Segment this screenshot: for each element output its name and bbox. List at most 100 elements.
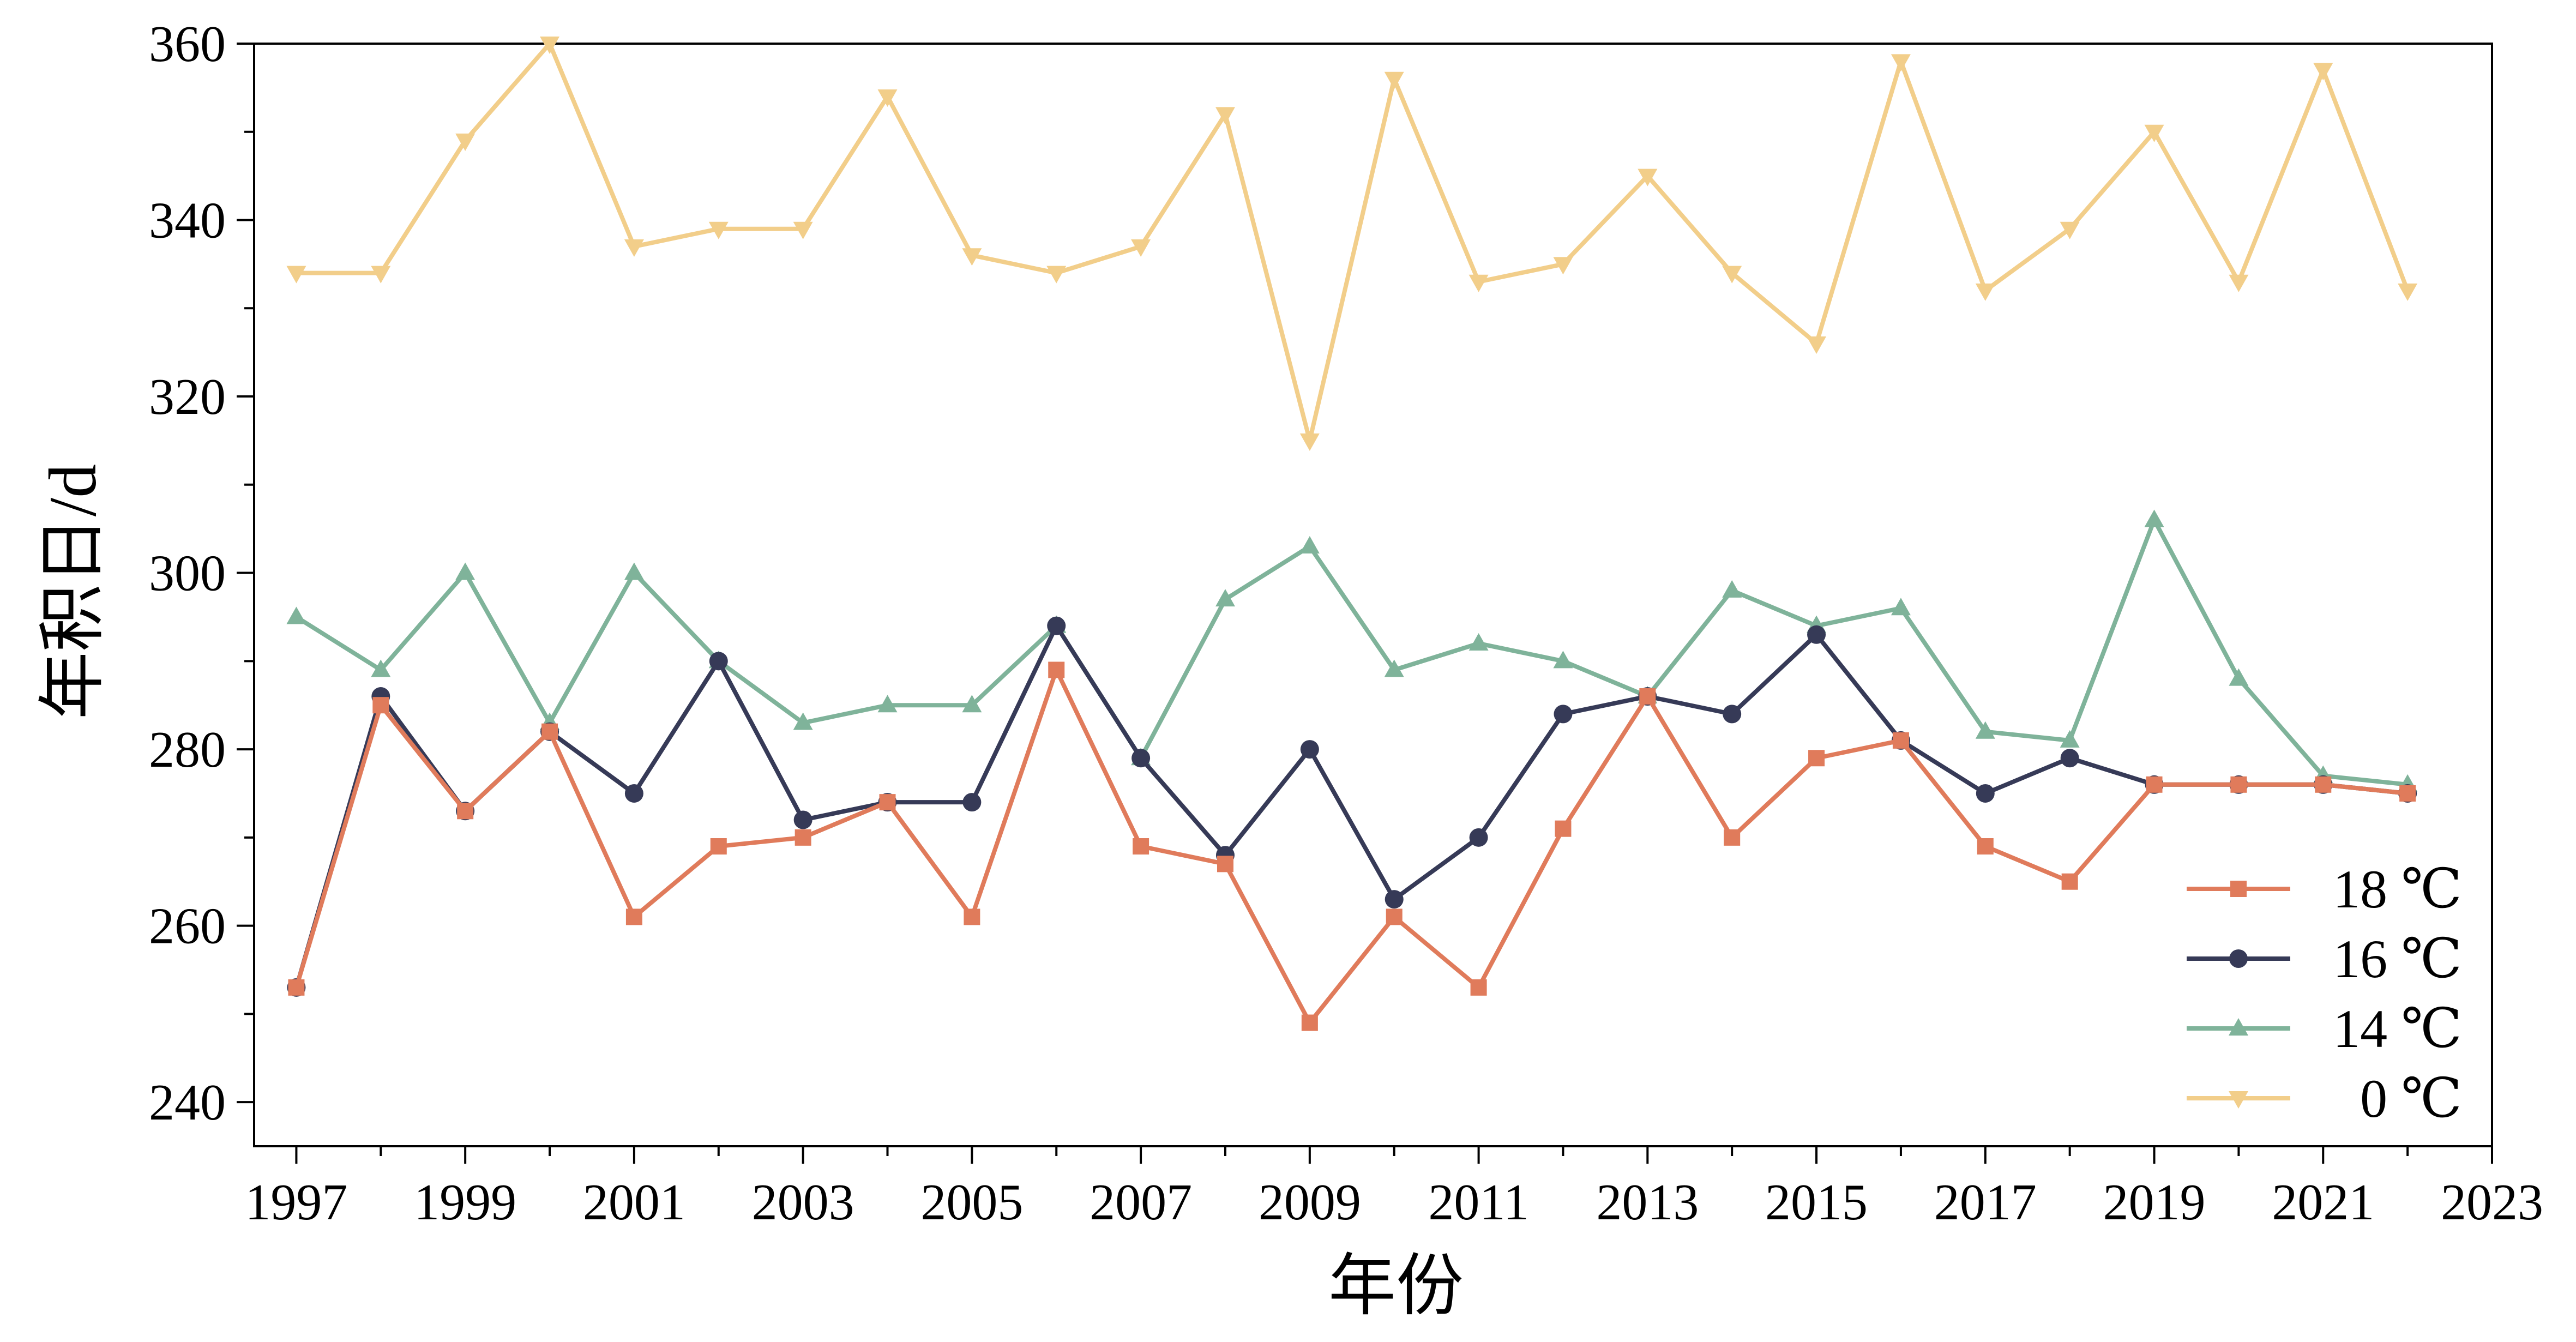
data-point: [1385, 890, 1404, 909]
data-point: [372, 697, 389, 714]
data-point: [2315, 776, 2332, 793]
legend-item: 18 ℃: [2187, 859, 2462, 919]
data-point: [1638, 168, 1658, 186]
data-point: [1047, 616, 1066, 635]
legend-marker: [2229, 949, 2248, 968]
data-point: [1639, 688, 1656, 705]
data-point: [877, 89, 898, 107]
data-point: [1807, 336, 1827, 354]
legend-label: 16 ℃: [2333, 929, 2462, 989]
data-point: [624, 562, 644, 580]
data-point: [1977, 838, 1994, 855]
data-point: [1299, 536, 1320, 554]
data-point: [1553, 651, 1573, 669]
data-point: [1384, 71, 1404, 89]
data-point: [2061, 873, 2078, 890]
data-point: [1048, 661, 1065, 678]
x-tick-label: 2017: [1934, 1174, 2037, 1231]
data-point: [2060, 749, 2079, 768]
data-point: [1469, 828, 1488, 847]
data-point: [1046, 266, 1067, 284]
x-axis-title: 年份: [1328, 1249, 1464, 1323]
data-point: [1131, 239, 1151, 257]
x-tick-label: 2005: [920, 1174, 1023, 1231]
data-point: [795, 829, 811, 846]
data-point: [793, 712, 813, 730]
data-point: [286, 606, 306, 624]
data-point: [877, 695, 898, 713]
data-point: [371, 266, 391, 284]
data-point: [793, 221, 813, 239]
legend-label: 18 ℃: [2333, 859, 2462, 919]
data-point: [1975, 721, 1995, 739]
legend-label: 0 ℃: [2360, 1068, 2462, 1129]
series-line: [294, 667, 2408, 1025]
series-line: [295, 517, 2408, 787]
x-tick-label: 2001: [583, 1174, 685, 1231]
data-point: [1891, 598, 1911, 616]
y-tick-label: 240: [149, 1074, 226, 1131]
data-point: [2230, 776, 2247, 793]
data-point: [793, 810, 812, 829]
data-point: [1808, 750, 1825, 767]
data-point: [1300, 740, 1319, 759]
x-tick-label: 2011: [1428, 1174, 1529, 1231]
data-point: [1723, 705, 1742, 724]
data-point: [1892, 732, 1909, 749]
data-point: [1722, 580, 1742, 598]
series: [286, 37, 2418, 451]
data-point: [1384, 659, 1404, 677]
x-tick-label: 2023: [2441, 1174, 2543, 1231]
series-line: [296, 41, 2410, 443]
data-point: [1554, 705, 1573, 724]
x-tick-label: 2007: [1090, 1174, 1192, 1231]
legend-item: 14 ℃: [2187, 998, 2462, 1059]
data-point: [962, 793, 982, 812]
data-point: [2229, 274, 2249, 292]
data-point: [2060, 221, 2080, 239]
data-point: [624, 784, 643, 803]
data-point: [1470, 979, 1487, 996]
data-point: [455, 133, 476, 151]
data-point: [624, 239, 644, 257]
series-layer: [286, 37, 2418, 1031]
data-point: [541, 723, 558, 740]
x-tick-label: 2013: [1596, 1174, 1699, 1231]
data-point: [2229, 668, 2249, 686]
data-point: [1468, 633, 1489, 651]
data-point: [1133, 838, 1149, 855]
data-point: [2144, 124, 2164, 142]
plot-frame: [253, 43, 2493, 1147]
x-tick-label: 1997: [245, 1174, 347, 1231]
data-point: [1131, 749, 1151, 768]
data-point: [540, 37, 560, 54]
legend-marker: [2229, 1018, 2248, 1036]
data-point: [371, 659, 391, 677]
x-tick-label: 2015: [1765, 1174, 1868, 1231]
data-point: [1976, 784, 1995, 803]
data-point: [1215, 589, 1235, 607]
x-tick-label: 2019: [2103, 1174, 2206, 1231]
data-point: [962, 695, 982, 713]
data-point: [625, 908, 642, 925]
y-tick-label: 360: [149, 16, 226, 73]
legend-marker: [2229, 1091, 2248, 1109]
series: [288, 661, 2416, 1031]
data-point: [1215, 107, 1235, 125]
data-point: [708, 221, 729, 239]
legend-item: 16 ℃: [2187, 929, 2462, 989]
legend-marker: [2230, 881, 2247, 897]
data-point: [2313, 63, 2333, 81]
legend-label: 14 ℃: [2333, 998, 2462, 1059]
data-point: [1553, 257, 1573, 275]
data-point: [286, 266, 306, 284]
data-point: [1722, 266, 1742, 284]
data-point: [962, 248, 982, 266]
y-tick-label: 260: [149, 898, 226, 955]
data-point: [710, 838, 727, 855]
data-point: [1299, 433, 1320, 451]
data-point: [288, 979, 305, 996]
data-point: [2398, 283, 2418, 301]
data-point: [1386, 908, 1403, 925]
